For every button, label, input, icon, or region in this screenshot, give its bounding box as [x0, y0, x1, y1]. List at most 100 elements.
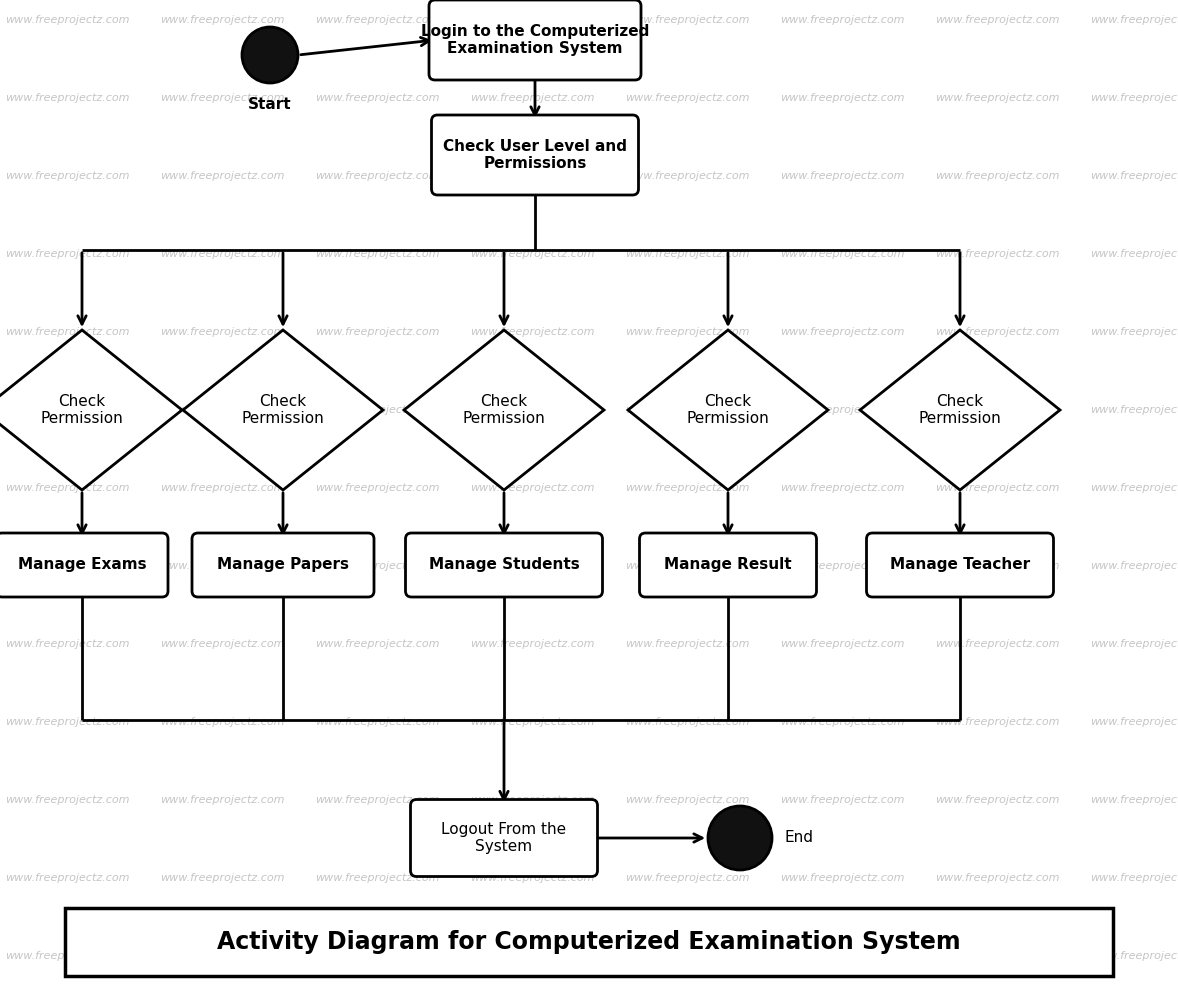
Text: www.freeprojectz.com: www.freeprojectz.com: [160, 561, 285, 571]
Text: www.freeprojectz.com: www.freeprojectz.com: [315, 15, 439, 25]
Text: www.freeprojectz.com: www.freeprojectz.com: [780, 795, 905, 805]
Text: www.freeprojectz.com: www.freeprojectz.com: [780, 951, 905, 961]
Text: www.freeprojectz.com: www.freeprojectz.com: [626, 795, 749, 805]
Text: Manage Teacher: Manage Teacher: [889, 558, 1030, 573]
Text: www.freeprojectz.com: www.freeprojectz.com: [626, 15, 749, 25]
Text: www.freeprojectz.com: www.freeprojectz.com: [935, 171, 1059, 181]
Text: www.freeprojectz.com: www.freeprojectz.com: [470, 483, 595, 493]
Text: www.freeprojectz.com: www.freeprojectz.com: [1090, 249, 1178, 259]
Text: www.freeprojectz.com: www.freeprojectz.com: [626, 561, 749, 571]
Text: www.freeprojectz.com: www.freeprojectz.com: [626, 717, 749, 727]
Text: www.freeprojectz.com: www.freeprojectz.com: [470, 795, 595, 805]
Text: www.freeprojectz.com: www.freeprojectz.com: [470, 249, 595, 259]
Text: www.freeprojectz.com: www.freeprojectz.com: [935, 717, 1059, 727]
Text: www.freeprojectz.com: www.freeprojectz.com: [160, 873, 285, 883]
Text: www.freeprojectz.com: www.freeprojectz.com: [935, 327, 1059, 337]
Text: www.freeprojectz.com: www.freeprojectz.com: [315, 171, 439, 181]
Text: www.freeprojectz.com: www.freeprojectz.com: [935, 249, 1059, 259]
FancyBboxPatch shape: [431, 115, 638, 195]
Circle shape: [708, 806, 772, 870]
Text: www.freeprojectz.com: www.freeprojectz.com: [470, 93, 595, 103]
Text: www.freeprojectz.com: www.freeprojectz.com: [780, 717, 905, 727]
Text: www.freeprojectz.com: www.freeprojectz.com: [626, 405, 749, 415]
Text: www.freeprojectz.com: www.freeprojectz.com: [1090, 717, 1178, 727]
Text: Check
Permission: Check Permission: [241, 394, 324, 426]
Text: Login to the Computerized
Examination System: Login to the Computerized Examination Sy…: [421, 24, 649, 57]
Text: www.freeprojectz.com: www.freeprojectz.com: [626, 483, 749, 493]
Text: www.freeprojectz.com: www.freeprojectz.com: [935, 483, 1059, 493]
Text: www.freeprojectz.com: www.freeprojectz.com: [315, 249, 439, 259]
Text: www.freeprojectz.com: www.freeprojectz.com: [780, 483, 905, 493]
Text: www.freeprojectz.com: www.freeprojectz.com: [5, 561, 130, 571]
Text: www.freeprojectz.com: www.freeprojectz.com: [5, 93, 130, 103]
Text: www.freeprojectz.com: www.freeprojectz.com: [470, 873, 595, 883]
Text: www.freeprojectz.com: www.freeprojectz.com: [5, 405, 130, 415]
Text: www.freeprojectz.com: www.freeprojectz.com: [626, 93, 749, 103]
Text: www.freeprojectz.com: www.freeprojectz.com: [470, 717, 595, 727]
Text: www.freeprojectz.com: www.freeprojectz.com: [780, 15, 905, 25]
Text: www.freeprojectz.com: www.freeprojectz.com: [160, 327, 285, 337]
Text: www.freeprojectz.com: www.freeprojectz.com: [315, 93, 439, 103]
Text: www.freeprojectz.com: www.freeprojectz.com: [315, 327, 439, 337]
FancyBboxPatch shape: [867, 533, 1053, 597]
Polygon shape: [860, 330, 1060, 490]
Text: Manage Result: Manage Result: [664, 558, 792, 573]
Text: www.freeprojectz.com: www.freeprojectz.com: [5, 249, 130, 259]
Text: www.freeprojectz.com: www.freeprojectz.com: [780, 327, 905, 337]
Text: www.freeprojectz.com: www.freeprojectz.com: [780, 249, 905, 259]
Text: www.freeprojectz.com: www.freeprojectz.com: [935, 795, 1059, 805]
Text: Check
Permission: Check Permission: [687, 394, 769, 426]
Text: www.freeprojectz.com: www.freeprojectz.com: [5, 327, 130, 337]
Text: www.freeprojectz.com: www.freeprojectz.com: [470, 171, 595, 181]
Text: www.freeprojectz.com: www.freeprojectz.com: [160, 717, 285, 727]
Polygon shape: [628, 330, 828, 490]
Text: Activity Diagram for Computerized Examination System: Activity Diagram for Computerized Examin…: [217, 930, 961, 954]
Text: www.freeprojectz.com: www.freeprojectz.com: [315, 561, 439, 571]
FancyBboxPatch shape: [410, 799, 597, 877]
Text: www.freeprojectz.com: www.freeprojectz.com: [1090, 639, 1178, 649]
Text: www.freeprojectz.com: www.freeprojectz.com: [5, 795, 130, 805]
Text: www.freeprojectz.com: www.freeprojectz.com: [470, 15, 595, 25]
FancyBboxPatch shape: [0, 533, 168, 597]
Text: Check
Permission: Check Permission: [919, 394, 1001, 426]
Text: www.freeprojectz.com: www.freeprojectz.com: [160, 795, 285, 805]
Text: www.freeprojectz.com: www.freeprojectz.com: [315, 951, 439, 961]
Text: www.freeprojectz.com: www.freeprojectz.com: [780, 171, 905, 181]
Text: www.freeprojectz.com: www.freeprojectz.com: [935, 639, 1059, 649]
Text: www.freeprojectz.com: www.freeprojectz.com: [5, 873, 130, 883]
Text: www.freeprojectz.com: www.freeprojectz.com: [160, 93, 285, 103]
Text: www.freeprojectz.com: www.freeprojectz.com: [315, 717, 439, 727]
Text: www.freeprojectz.com: www.freeprojectz.com: [1090, 873, 1178, 883]
Text: Check
Permission: Check Permission: [463, 394, 545, 426]
Text: www.freeprojectz.com: www.freeprojectz.com: [626, 327, 749, 337]
Text: www.freeprojectz.com: www.freeprojectz.com: [160, 405, 285, 415]
Text: www.freeprojectz.com: www.freeprojectz.com: [160, 483, 285, 493]
FancyBboxPatch shape: [640, 533, 816, 597]
Polygon shape: [183, 330, 383, 490]
Polygon shape: [404, 330, 604, 490]
Text: www.freeprojectz.com: www.freeprojectz.com: [470, 327, 595, 337]
Text: www.freeprojectz.com: www.freeprojectz.com: [935, 951, 1059, 961]
Text: www.freeprojectz.com: www.freeprojectz.com: [5, 639, 130, 649]
Text: End: End: [785, 831, 813, 846]
Text: www.freeprojectz.com: www.freeprojectz.com: [1090, 561, 1178, 571]
Text: www.freeprojectz.com: www.freeprojectz.com: [780, 561, 905, 571]
Text: www.freeprojectz.com: www.freeprojectz.com: [1090, 951, 1178, 961]
Text: www.freeprojectz.com: www.freeprojectz.com: [315, 873, 439, 883]
Text: www.freeprojectz.com: www.freeprojectz.com: [315, 405, 439, 415]
Text: Manage Exams: Manage Exams: [18, 558, 146, 573]
Text: www.freeprojectz.com: www.freeprojectz.com: [1090, 405, 1178, 415]
Text: www.freeprojectz.com: www.freeprojectz.com: [626, 249, 749, 259]
Text: www.freeprojectz.com: www.freeprojectz.com: [935, 15, 1059, 25]
Text: www.freeprojectz.com: www.freeprojectz.com: [626, 873, 749, 883]
Text: www.freeprojectz.com: www.freeprojectz.com: [315, 639, 439, 649]
FancyBboxPatch shape: [65, 908, 1113, 976]
Text: www.freeprojectz.com: www.freeprojectz.com: [5, 171, 130, 181]
Text: www.freeprojectz.com: www.freeprojectz.com: [780, 405, 905, 415]
Text: www.freeprojectz.com: www.freeprojectz.com: [1090, 327, 1178, 337]
Text: www.freeprojectz.com: www.freeprojectz.com: [935, 873, 1059, 883]
Text: www.freeprojectz.com: www.freeprojectz.com: [5, 951, 130, 961]
Text: www.freeprojectz.com: www.freeprojectz.com: [1090, 171, 1178, 181]
Text: www.freeprojectz.com: www.freeprojectz.com: [935, 561, 1059, 571]
Text: www.freeprojectz.com: www.freeprojectz.com: [626, 171, 749, 181]
